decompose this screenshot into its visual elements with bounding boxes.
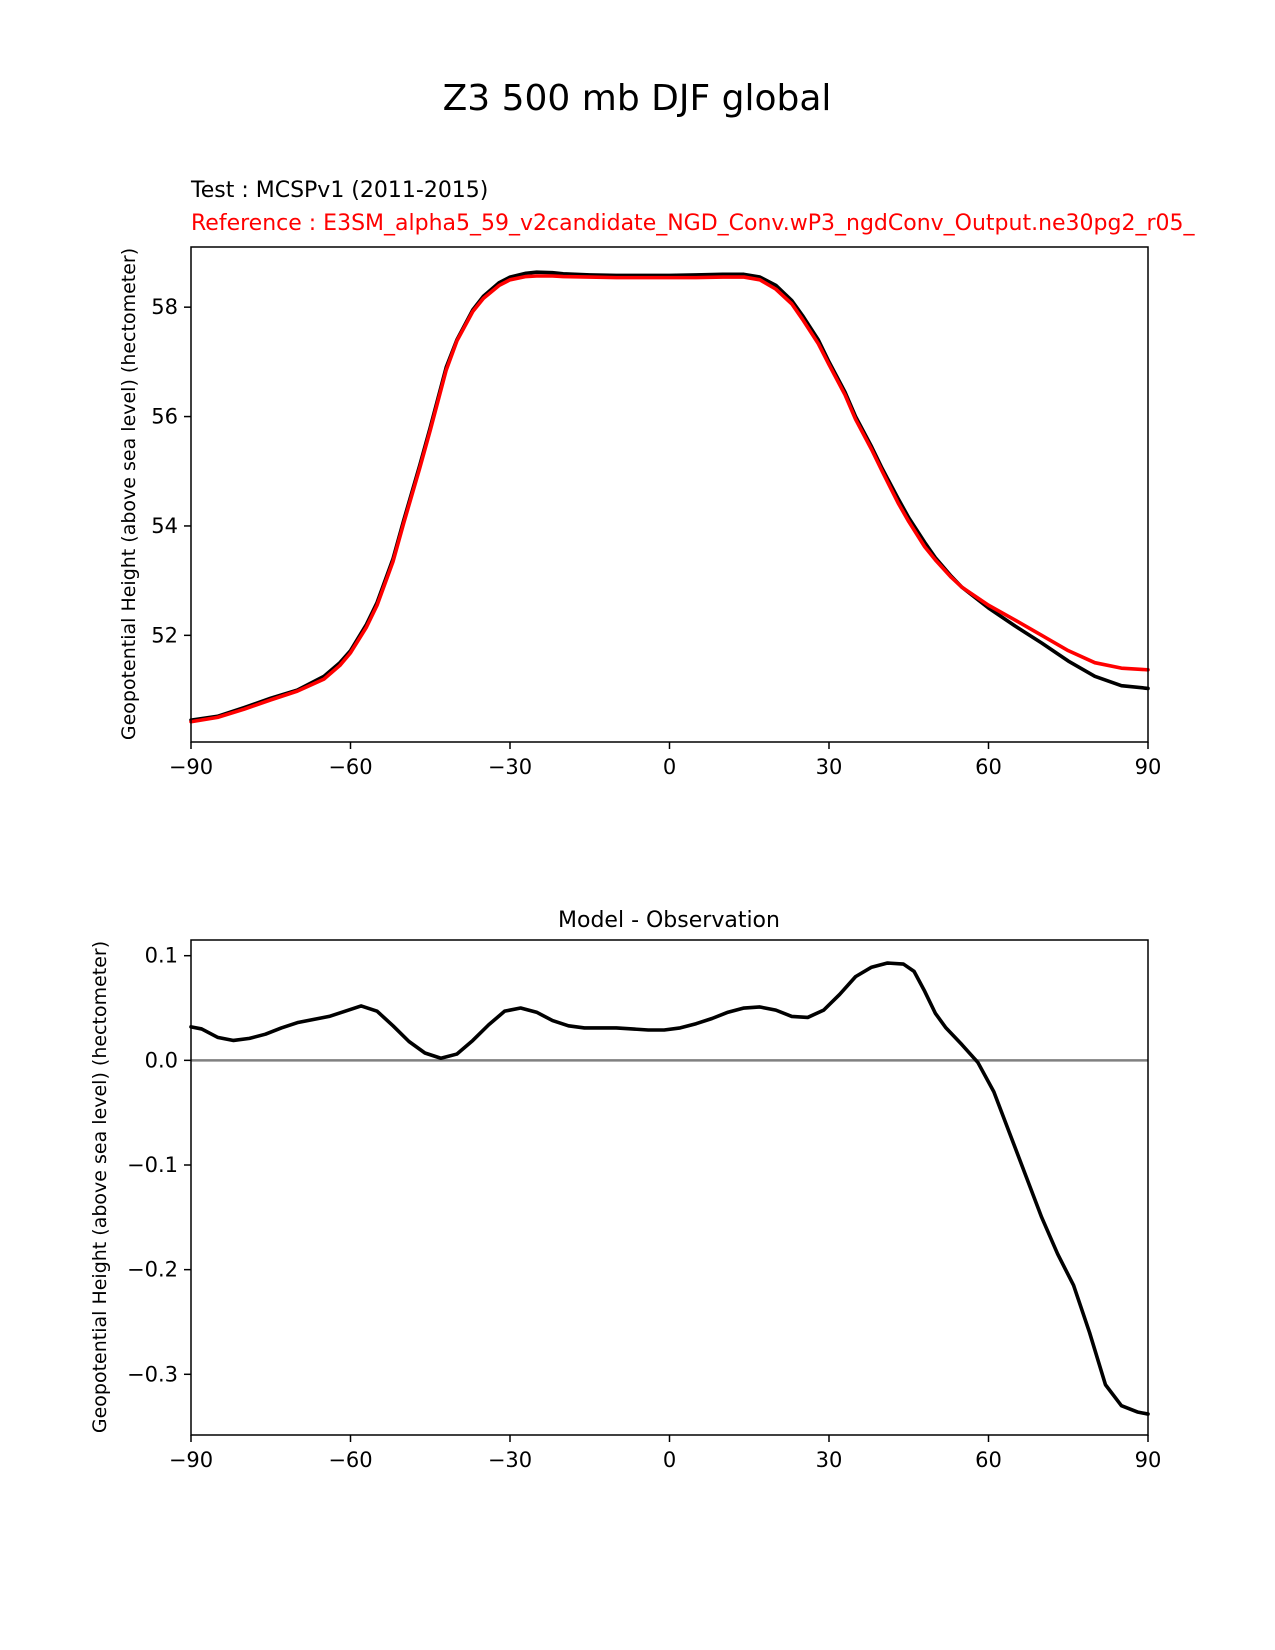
top-x-tick-label: −60	[328, 755, 372, 779]
top-series-line-reference	[189, 274, 1150, 724]
bottom-x-ticks: −90 −60 −30 0 30 60 90	[169, 1435, 1162, 1472]
top-x-tick-label: −90	[169, 755, 213, 779]
bottom-x-tick-label: 60	[975, 1448, 1002, 1472]
bottom-x-tick-label: 30	[816, 1448, 843, 1472]
top-x-ticks: −90 −60 −30 0 30 60 90	[169, 742, 1162, 779]
bottom-x-tick-label: −90	[169, 1448, 213, 1472]
top-y-tick-label: 54	[151, 514, 178, 538]
top-x-tick-label: 60	[975, 755, 1002, 779]
top-y-tick-label: 52	[151, 623, 178, 647]
bottom-y-tick-label: −0.3	[127, 1362, 178, 1386]
bottom-y-axis-label: Geopotential Height (above sea level) (h…	[89, 941, 111, 1433]
top-x-tick-label: −30	[488, 755, 532, 779]
bottom-y-ticks: 0.1 0.0 −0.1 −0.2 −0.3	[127, 944, 191, 1386]
figure-title: Z3 500 mb DJF global	[443, 78, 832, 119]
top-panel: Test : MCSPv1 (2011-2015) Reference : E3…	[118, 178, 1196, 779]
top-y-ticks: 52 54 56 58	[151, 295, 191, 647]
bottom-x-tick-label: −30	[488, 1448, 532, 1472]
bottom-x-tick-label: 90	[1135, 1448, 1162, 1472]
top-y-tick-label: 56	[151, 405, 178, 429]
top-y-tick-label: 58	[151, 295, 178, 319]
bottom-x-tick-label: −60	[328, 1448, 372, 1472]
bottom-series-lines	[189, 961, 1150, 1416]
bottom-panel-title: Model - Observation	[558, 908, 780, 933]
bottom-y-tick-label: −0.2	[127, 1258, 178, 1282]
bottom-axes-frame	[190, 939, 1149, 1436]
top-series-lines	[189, 270, 1150, 724]
bottom-y-tick-label: 0.1	[145, 944, 178, 968]
test-label: Test : MCSPv1 (2011-2015)	[190, 178, 488, 203]
top-y-axis-label: Geopotential Height (above sea level) (h…	[118, 248, 140, 740]
bottom-panel: Model - Observation −90 −60 −30 0 30 60 90 0.1…	[89, 908, 1161, 1472]
top-x-tick-label: 30	[816, 755, 843, 779]
bottom-y-tick-label: −0.1	[127, 1153, 178, 1177]
top-x-tick-label: 0	[663, 755, 676, 779]
bottom-x-tick-label: 0	[663, 1448, 676, 1472]
bottom-y-tick-label: 0.0	[145, 1048, 178, 1072]
top-axes-frame	[190, 246, 1149, 743]
reference-label: Reference : E3SM_alpha5_59_v2candidate_N…	[191, 211, 1196, 236]
bottom-series-line-model-observation	[189, 961, 1150, 1416]
top-x-tick-label: 90	[1135, 755, 1162, 779]
